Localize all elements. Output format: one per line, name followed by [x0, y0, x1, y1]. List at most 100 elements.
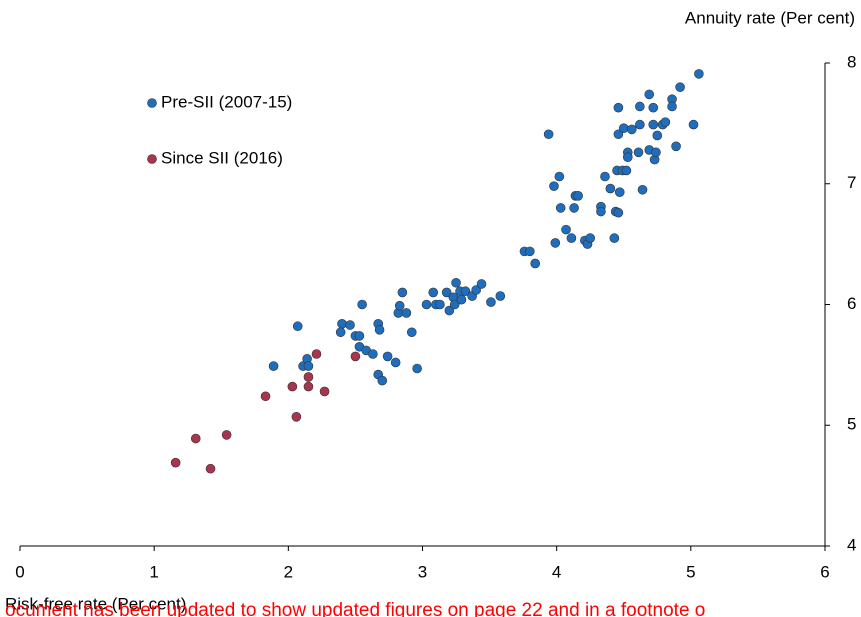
- y-tick-label: 5: [847, 415, 856, 434]
- x-tick-label: 0: [15, 562, 24, 581]
- point: [569, 203, 579, 213]
- point: [635, 119, 645, 130]
- point: [667, 101, 677, 112]
- point: [406, 327, 417, 338]
- point: [350, 351, 361, 362]
- point: [377, 375, 388, 386]
- point: [449, 299, 460, 310]
- point: [585, 233, 596, 243]
- y-tick-label: 4: [847, 535, 856, 554]
- point: [486, 297, 496, 307]
- point: [573, 191, 583, 201]
- point: [394, 300, 405, 311]
- point: [268, 361, 279, 371]
- point: [651, 147, 661, 158]
- point: [390, 357, 401, 368]
- point: [605, 183, 616, 194]
- point: [637, 184, 648, 195]
- point: [460, 286, 471, 297]
- point: [303, 381, 314, 392]
- point: [311, 349, 322, 359]
- point: [633, 147, 644, 158]
- point: [600, 171, 610, 182]
- point: [675, 82, 685, 92]
- legend-marker: [147, 154, 157, 164]
- point: [550, 238, 561, 248]
- point: [543, 129, 554, 140]
- point: [648, 102, 659, 113]
- point: [618, 123, 629, 134]
- point: [303, 372, 314, 382]
- point: [476, 279, 487, 289]
- x-tick-label: 2: [284, 562, 293, 581]
- point: [287, 381, 298, 392]
- point: [644, 89, 655, 100]
- point: [622, 152, 633, 162]
- point: [626, 124, 637, 135]
- x-axis-label: Risk-free rate (Per cent): [5, 594, 186, 613]
- x-tick-label: 3: [418, 562, 427, 581]
- x-tick-label: 5: [686, 562, 695, 581]
- point: [205, 463, 216, 474]
- point: [652, 130, 663, 141]
- point: [613, 207, 624, 218]
- point: [688, 119, 699, 130]
- point: [441, 287, 452, 298]
- point: [549, 181, 559, 191]
- point: [495, 291, 506, 301]
- point: [374, 325, 385, 335]
- point: [291, 411, 302, 422]
- point: [368, 349, 378, 359]
- point: [648, 119, 659, 130]
- x-tick-label: 1: [149, 562, 158, 581]
- point: [421, 299, 432, 310]
- point: [357, 299, 367, 310]
- point: [260, 391, 271, 402]
- y-tick-label: 7: [847, 173, 856, 192]
- x-tick-label: 6: [820, 562, 829, 581]
- point: [412, 363, 422, 374]
- point: [337, 319, 347, 329]
- point: [451, 277, 461, 288]
- point: [621, 165, 632, 176]
- point: [613, 102, 624, 113]
- point: [555, 203, 566, 213]
- point: [561, 224, 571, 235]
- point: [354, 331, 365, 341]
- point: [292, 321, 303, 332]
- point: [190, 433, 201, 444]
- point: [170, 457, 181, 468]
- point: [319, 386, 330, 397]
- y-tick-label: 8: [847, 52, 856, 71]
- point: [456, 294, 467, 305]
- point: [635, 101, 645, 112]
- point: [566, 233, 577, 243]
- point: [613, 129, 624, 140]
- point: [345, 320, 355, 330]
- legend-label: Pre-SII (2007-15): [161, 92, 292, 111]
- legend-marker: [147, 98, 157, 108]
- point: [660, 117, 671, 127]
- point: [471, 285, 481, 295]
- point: [303, 361, 314, 371]
- point: [397, 287, 408, 298]
- point: [335, 327, 346, 338]
- point: [530, 258, 541, 269]
- point: [554, 171, 565, 182]
- x-tick-label: 4: [552, 562, 561, 581]
- legend-label: Since SII (2016): [161, 148, 283, 167]
- y-tick-label: 6: [847, 294, 856, 313]
- notice: ocument has been updated to show updated…: [5, 600, 705, 617]
- point: [614, 187, 625, 198]
- point: [444, 305, 455, 316]
- point: [435, 299, 445, 310]
- point: [401, 308, 412, 318]
- point: [525, 246, 535, 257]
- point: [694, 69, 704, 79]
- point: [221, 430, 232, 440]
- point: [671, 141, 681, 152]
- point: [609, 233, 620, 243]
- point: [382, 351, 393, 362]
- point: [596, 206, 606, 217]
